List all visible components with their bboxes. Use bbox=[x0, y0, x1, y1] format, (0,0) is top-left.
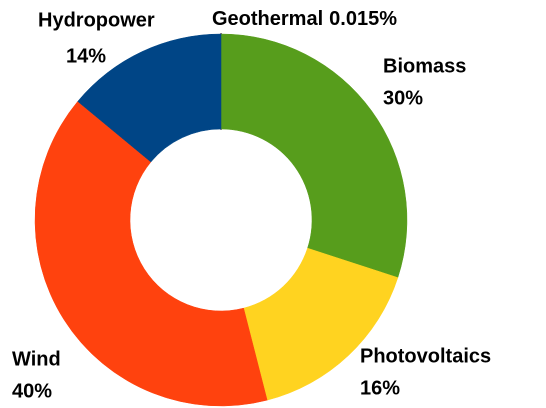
slice-label: Geothermal 0.015% bbox=[212, 8, 397, 30]
category-name: Biomass bbox=[383, 55, 466, 77]
slice bbox=[220, 33, 408, 278]
slice bbox=[34, 101, 268, 407]
slice bbox=[243, 247, 399, 401]
value-label: 0.015% bbox=[329, 8, 397, 30]
value-label: 16% bbox=[360, 377, 400, 399]
category-name: Hydropower bbox=[38, 9, 155, 31]
slice bbox=[77, 33, 222, 163]
value-label: 14% bbox=[66, 45, 106, 67]
category-name: Geothermal bbox=[212, 8, 323, 30]
value-label: 40% bbox=[12, 380, 52, 402]
category-name: Photovoltaics bbox=[360, 345, 491, 367]
category-name: Wind bbox=[12, 348, 61, 370]
value-label: 30% bbox=[383, 87, 423, 109]
